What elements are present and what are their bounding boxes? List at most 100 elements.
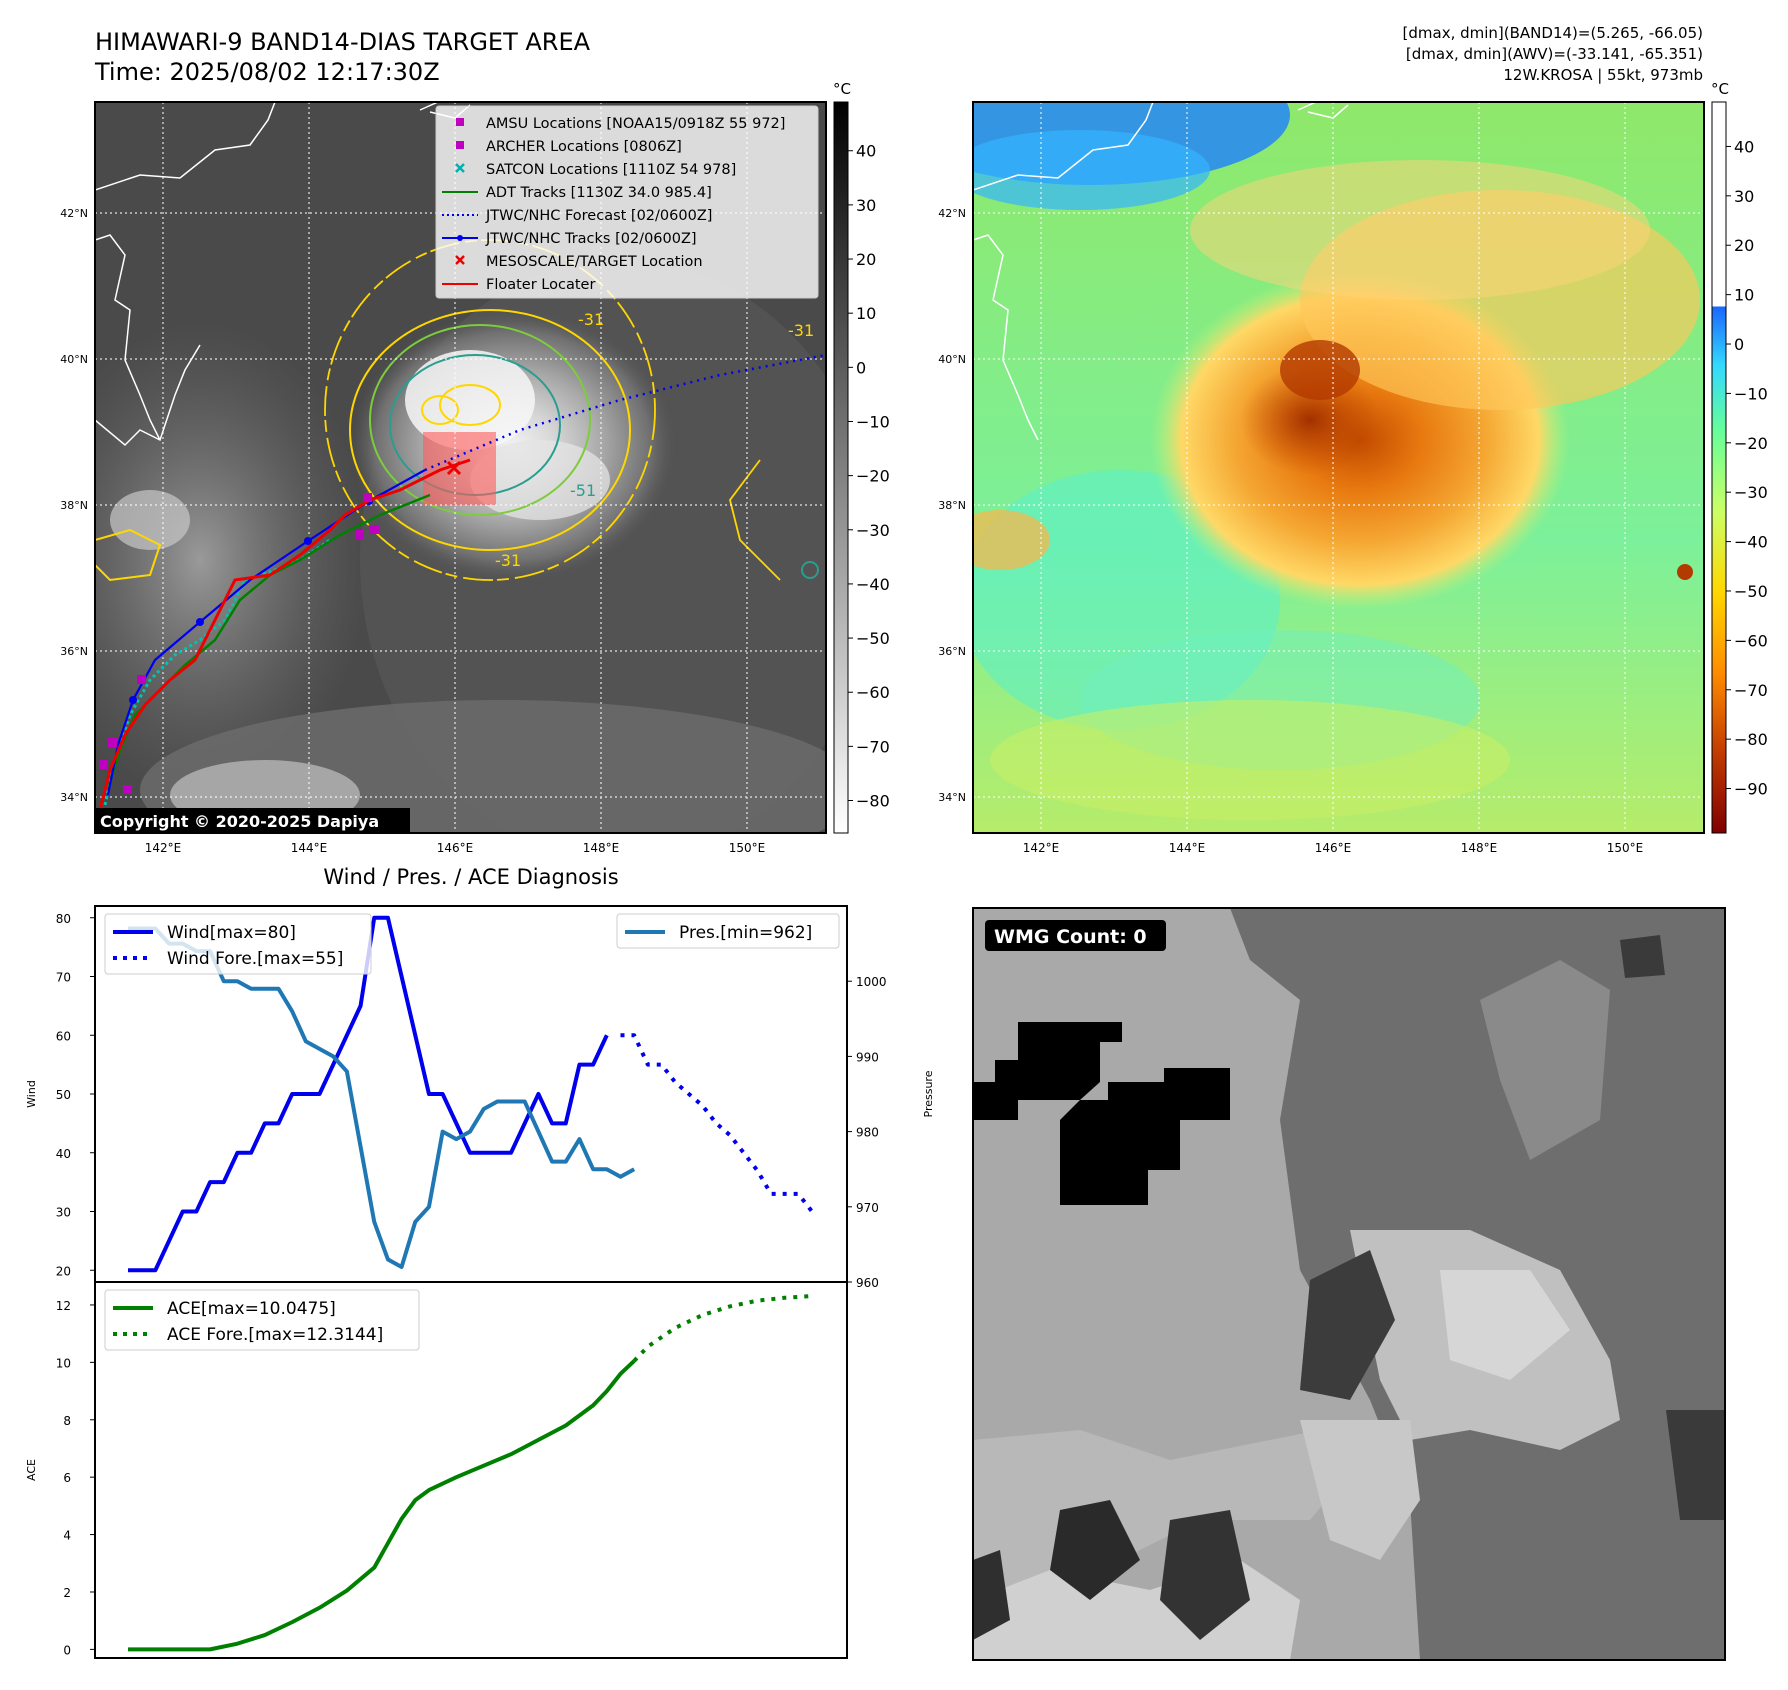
- ace-chart: ACE 0 2 4 6 8 10 12 ACE[max=10.0475] ACE Fore.…: [25, 1281, 848, 1659]
- legend-ace: ACE[max=10.0475]: [167, 1299, 336, 1319]
- wind-legend: Wind[max=80] Wind Fore.[max=55]: [104, 913, 372, 975]
- legend-ace-fore: ACE Fore.[max=12.3144]: [167, 1325, 383, 1345]
- wv-colorbar-unit: °C: [1711, 80, 1729, 98]
- legend-marker-1: [456, 141, 464, 149]
- wv-cbar-tick-10: −60: [1734, 631, 1768, 650]
- figure-title-line2: Time: 2025/08/02 12:17:30Z: [94, 58, 440, 86]
- wv-lat-tick-36: 36°N: [938, 645, 966, 658]
- series-ace-line: [128, 1359, 636, 1652]
- pres-ytick-2: 980: [856, 1126, 879, 1140]
- legend-marker-6: [455, 255, 465, 265]
- pres-ytick-0: 960: [856, 1276, 879, 1290]
- legend-marker-0: [456, 118, 464, 126]
- wv-lon-tick-150: 150°E: [1607, 841, 1644, 855]
- copyright-label: Copyright © 2020-2025 Dapiya: [100, 812, 379, 831]
- wv-lon-tick-142: 142°E: [1023, 841, 1060, 855]
- lon-tick-150: 150°E: [729, 841, 766, 855]
- contour-label-2: -31: [578, 310, 604, 329]
- pres-ytick-3: 990: [856, 1050, 879, 1064]
- ir-colorbar: °C 40 30 20 10 0 −10 −20 −30 −40 −50 −60 −70 −80: [833, 80, 890, 834]
- info-line1: [dmax, dmin](BAND14)=(5.265, -66.05): [1403, 24, 1703, 42]
- legend-label-0: AMSU Locations [NOAA15/0918Z 55 972]: [486, 116, 785, 132]
- figure-title-line1: HIMAWARI-9 BAND14-DIAS TARGET AREA: [95, 28, 591, 56]
- contour-label-3: -31: [495, 551, 521, 570]
- info-line2: [dmax, dmin](AWV)=(-33.141, -65.351): [1406, 45, 1703, 63]
- wv-cbar-tick-3: 10: [1734, 286, 1754, 305]
- pres-ytick-1: 970: [856, 1201, 879, 1215]
- lon-tick-142: 142°E: [145, 841, 182, 855]
- lon-tick-148: 148°E: [583, 841, 620, 855]
- ir-cbar-tick-5: −10: [856, 412, 890, 431]
- ir-cbar-tick-9: −50: [856, 629, 890, 648]
- ir-cbar-tick-10: −60: [856, 683, 890, 702]
- legend-marker-2: [455, 163, 465, 173]
- wmg-panel: WMG Count: 0: [972, 907, 1726, 1661]
- wind-ytick-5: 70: [56, 971, 71, 985]
- ace-legend: ACE[max=10.0475] ACE Fore.[max=12.3144]: [104, 1289, 420, 1351]
- wind-ytick-2: 40: [56, 1147, 71, 1161]
- target-area-box: [423, 432, 496, 505]
- wind-ytick-1: 30: [56, 1206, 71, 1220]
- lat-tick-40: 40°N: [60, 353, 88, 366]
- legend-label-3: ADT Tracks [1130Z 34.0 985.4]: [486, 185, 712, 201]
- ace-ytick-1: 2: [63, 1586, 71, 1600]
- lat-tick-42: 42°N: [60, 207, 88, 220]
- ace-ytick-4: 8: [63, 1414, 71, 1428]
- wv-lat-tick-38: 38°N: [938, 499, 966, 512]
- wv-cbar-tick-13: −90: [1734, 780, 1768, 799]
- adt-track: [106, 493, 431, 791]
- wv-cbar-tick-11: −70: [1734, 681, 1768, 700]
- ace-ytick-0: 0: [63, 1643, 71, 1657]
- satcon-track: [103, 538, 331, 806]
- ir-cbar-tick-7: −30: [856, 521, 890, 540]
- wv-colorbar: °C 40 30 20 10 0 −10 −20 −30 −40 −50 −60 −70 −80 −90: [1711, 80, 1768, 834]
- wv-cbar-tick-4: 0: [1734, 335, 1744, 354]
- lat-tick-36: 36°N: [60, 645, 88, 658]
- legend-label-1: ARCHER Locations [0806Z]: [486, 139, 682, 155]
- wv-lon-tick-146: 146°E: [1315, 841, 1352, 855]
- track-legend: AMSU Locations [NOAA15/0918Z 55 972] ARCH…: [435, 105, 819, 299]
- wv-lon-tick-144: 144°E: [1169, 841, 1206, 855]
- wv-cbar-tick-0: 40: [1734, 137, 1754, 156]
- wv-lon-tick-148: 148°E: [1461, 841, 1498, 855]
- wind-pressure-chart: Wind Pressure 20 30 40 50 60 70 80 960 970 980 99…: [25, 905, 935, 1290]
- legend-label-2: SATCON Locations [1110Z 54 978]: [486, 162, 736, 178]
- info-line3: 12W.KROSA | 55kt, 973mb: [1503, 66, 1703, 84]
- lat-tick-38: 38°N: [60, 499, 88, 512]
- ir-cbar-tick-8: −40: [856, 575, 890, 594]
- ir-colorbar-unit: °C: [833, 80, 851, 98]
- legend-label-7: Floater Locater: [486, 277, 595, 293]
- ir-cbar-tick-3: 10: [856, 304, 876, 323]
- ir-cbar-tick-4: 0: [856, 358, 866, 377]
- wv-cbar-tick-12: −80: [1734, 730, 1768, 749]
- wind-ytick-3: 50: [56, 1088, 71, 1102]
- ir-cbar-tick-11: −70: [856, 737, 890, 756]
- ace-ytick-2: 4: [63, 1529, 71, 1543]
- ace-axis-label: ACE: [25, 1459, 38, 1481]
- wv-cbar-tick-5: −10: [1734, 384, 1768, 403]
- pressure-axis-label: Pressure: [922, 1070, 935, 1117]
- lon-tick-146: 146°E: [437, 841, 474, 855]
- wind-ytick-0: 20: [56, 1264, 71, 1278]
- wv-cbar-tick-7: −30: [1734, 483, 1768, 502]
- legend-wind: Wind[max=80]: [167, 923, 296, 943]
- wind-axis-label: Wind: [25, 1080, 38, 1108]
- wv-cbar-tick-6: −20: [1734, 434, 1768, 453]
- wv-lat-tick-42: 42°N: [938, 207, 966, 220]
- series-ace-forecast-line: [632, 1294, 813, 1363]
- lon-tick-144: 144°E: [291, 841, 328, 855]
- legend-label-5: JTWC/NHC Tracks [02/0600Z]: [485, 231, 697, 247]
- legend-label-4: JTWC/NHC Forecast [02/0600Z]: [485, 208, 712, 224]
- amsu-points: [99, 493, 379, 794]
- ir-map-panel: -31 -31 -31 -51: [60, 101, 827, 855]
- diagnosis-title: Wind / Pres. / ACE Diagnosis: [323, 865, 618, 889]
- legend-pres: Pres.[min=962]: [679, 923, 812, 943]
- floater-track: [98, 458, 471, 811]
- wv-cbar-tick-8: −40: [1734, 533, 1768, 552]
- wv-cbar-tick-2: 20: [1734, 236, 1754, 255]
- wv-lat-tick-40: 40°N: [938, 353, 966, 366]
- ir-cbar-tick-6: −20: [856, 467, 890, 486]
- wind-ytick-6: 80: [56, 912, 71, 926]
- contour-label-4: -51: [570, 481, 596, 500]
- wv-cbar-tick-9: −50: [1734, 582, 1768, 601]
